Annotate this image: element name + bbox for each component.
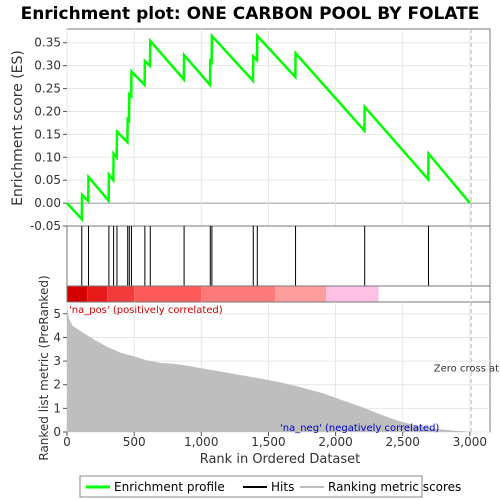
metric-y-tick-label: 0: [53, 425, 61, 439]
metric-y-tick-label: 5: [53, 307, 61, 321]
chart-title: Enrichment plot: ONE CARBON POOL BY FOLA…: [21, 4, 480, 24]
es-panel: -0.05 0.00 0.05 0.10 0.15 0.20 0.25 0.30 0.35 En…: [10, 28, 491, 233]
legend-label-enrichment: Enrichment profile: [114, 480, 225, 494]
ranking-bar-segment: [107, 286, 135, 302]
es-y-ticks: -0.05 0.00 0.05 0.10 0.15 0.20 0.25 0.30 0.35: [30, 36, 67, 233]
x-axis-label: Rank in Ordered Dataset: [200, 452, 361, 467]
es-y-tick-label: 0.20: [34, 104, 61, 118]
ranking-bar-segment: [87, 286, 108, 302]
legend-label-ranking: Ranking metric scores: [328, 480, 461, 494]
metric-y-tick-label: 4: [53, 330, 61, 344]
x-tick-label: 2,500: [386, 435, 420, 449]
es-y-tick-label: 0.05: [34, 173, 61, 187]
hits-panel: [66, 225, 491, 287]
x-tick-label: 1,000: [184, 435, 218, 449]
metric-y-tick-label: 2: [53, 378, 61, 392]
metric-y-tick-label: 1: [53, 401, 61, 415]
x-tick-label: 1,500: [251, 435, 285, 449]
es-y-axis-label: Enrichment score (ES): [10, 50, 26, 206]
es-y-tick-label: 0.00: [34, 196, 61, 210]
es-y-tick-label: 0.25: [34, 82, 61, 96]
negative-correlation-label: 'na_neg' (negatively correlated): [280, 423, 439, 434]
x-tick-label: 3,000: [453, 435, 487, 449]
es-panel-frame: [66, 28, 491, 227]
es-y-tick-label: 0.30: [34, 59, 61, 73]
metric-y-axis-label: Ranked list metric (PreRanked): [37, 275, 51, 460]
zero-cross-label: Zero cross at 3: [434, 364, 500, 375]
x-ticks: 0 500 1,000 1,500 2,000 2,500 3,000: [63, 432, 487, 449]
es-y-tick-label: 0.15: [34, 127, 61, 141]
metric-y-tick-label: 3: [53, 354, 61, 368]
x-tick-label: 2,000: [318, 435, 352, 449]
ranking-bar-segment: [201, 286, 276, 302]
ranking-metric-area: [67, 306, 472, 432]
ranking-bar-segment: [326, 286, 379, 302]
hit-markers: [81, 226, 429, 286]
ranking-color-bar: [66, 285, 491, 303]
hits-panel-frame: [66, 225, 491, 287]
legend: Enrichment profile Hits Ranking metric s…: [79, 475, 461, 498]
legend-label-hits: Hits: [271, 480, 294, 494]
x-tick-label: 0: [63, 435, 71, 449]
positive-correlation-label: 'na_pos' (positively correlated): [69, 305, 223, 316]
es-y-tick-label: 0.10: [34, 150, 61, 164]
metric-y-ticks: 0 1 2 3 4 5: [53, 307, 67, 439]
ranked-metric-panel: Zero cross at 3 'na_pos' (positively cor…: [37, 29, 500, 467]
ranking-bar-segment: [67, 286, 88, 302]
enrichment-profile-line: [66, 32, 471, 223]
ranking-bar-segment: [275, 286, 327, 302]
ranking-bar-segment: [134, 286, 202, 302]
x-tick-label: 500: [123, 435, 146, 449]
es-y-tick-label: -0.05: [30, 219, 61, 233]
es-y-tick-label: 0.35: [34, 36, 61, 50]
ranking-bar-segments: [67, 286, 379, 302]
